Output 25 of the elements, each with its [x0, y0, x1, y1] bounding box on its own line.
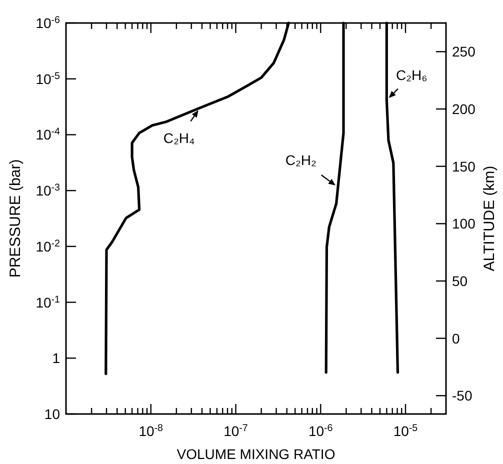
y-tick-label: 10$^{-5}$ [36, 70, 61, 87]
y2-tick-label: 250 [452, 44, 476, 60]
y2-tick-label: 50 [452, 272, 468, 289]
y-tick-label: 10$^{-4}$ [36, 126, 61, 143]
y2-tick-label: 0 [452, 330, 460, 346]
y-tick-label: 1 [52, 350, 60, 366]
y2-tick-label: 100 [452, 216, 476, 232]
annotation: C₂H₄ [163, 130, 196, 146]
y2-axis-title: ALTITUDE (km) [481, 166, 498, 272]
x-tick-label: 10$^{-7}$ [224, 422, 248, 439]
x-tick-label: 10$^{-8}$ [138, 422, 164, 439]
y-axis-title: PRESSURE (bar) [7, 159, 24, 278]
y-tick-label: 10$^{-2}$ [36, 238, 60, 254]
y2-tick-label: 200 [452, 100, 476, 117]
y-tick-label: 10$^{-1}$ [36, 294, 60, 310]
annotation: C₂H₆ [396, 67, 428, 84]
x-tick-label: 10$^{-6}$ [308, 422, 334, 439]
annotation: C₂H₂ [285, 152, 316, 168]
y2-tick-label: 150 [452, 158, 476, 174]
x-tick-label: 10$^{-5}$ [393, 422, 418, 439]
y-tick-label: 10 [44, 406, 60, 422]
y-tick-label: 10$^{-6}$ [36, 14, 61, 31]
y-tick-label: 10$^{-3}$ [36, 182, 61, 199]
y2-tick-label: -50 [452, 388, 472, 404]
x-axis-title: VOLUME MIXING RATIO [176, 446, 336, 462]
